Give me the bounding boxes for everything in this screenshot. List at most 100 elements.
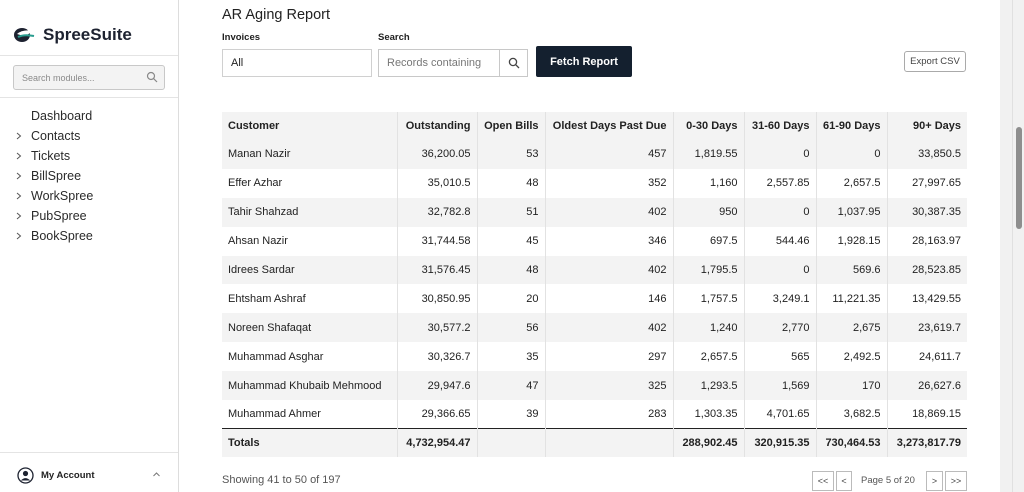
table-cell: 402: [545, 313, 674, 343]
sidebar: SpreeSuite Dashboard Contacts Tickets Bi…: [0, 0, 179, 492]
column-header[interactable]: Open Bills: [477, 112, 546, 140]
customer-cell: Idrees Sardar: [222, 255, 398, 285]
table-cell: 31,576.45: [397, 255, 478, 285]
table-cell: 51: [477, 197, 546, 227]
sidebar-item-workspree[interactable]: WorkSpree: [0, 186, 178, 206]
search-label: Search: [378, 32, 410, 43]
prev-page-button[interactable]: <: [836, 471, 852, 491]
table-cell: 32,782.8: [397, 197, 478, 227]
sidebar-item-bookspree[interactable]: BookSpree: [0, 226, 178, 246]
table-cell: 35: [477, 342, 546, 372]
column-header[interactable]: Oldest Days Past Due: [545, 112, 674, 140]
customer-cell: Noreen Shafaqat: [222, 313, 398, 343]
table-cell: 36,200.05: [397, 140, 478, 169]
table-cell: 0: [744, 197, 817, 227]
totals-cell: 730,464.53: [816, 428, 888, 457]
showing-count: Showing 41 to 50 of 197: [222, 474, 341, 486]
table-cell: 1,757.5: [673, 284, 745, 314]
table-row[interactable]: Effer Azhar 35,010.5 48 352 1,160 2,557.85 2,6…: [222, 168, 967, 198]
table-row[interactable]: Ahsan Nazir 31,744.58 45 346 697.5 544.46 1,92…: [222, 226, 967, 256]
fetch-report-button[interactable]: Fetch Report: [536, 46, 632, 77]
chevron-right-icon: [16, 132, 21, 140]
table-cell: 1,240: [673, 313, 745, 343]
table-cell: 24,611.7: [887, 342, 967, 372]
table-row[interactable]: Ehtsham Ashraf 30,850.95 20 146 1,757.5 3,249…: [222, 284, 967, 314]
table-cell: 30,577.2: [397, 313, 478, 343]
sidebar-item-pubspree[interactable]: PubSpree: [0, 206, 178, 226]
customer-cell: Muhammad Khubaib Mehmood: [222, 371, 398, 401]
customer-cell: Muhammad Ahmer: [222, 400, 398, 429]
page-title: AR Aging Report: [222, 7, 331, 23]
table-cell: 170: [816, 371, 888, 401]
chevron-right-icon: [16, 172, 21, 180]
table-row[interactable]: Muhammad Asghar 30,326.7 35 297 2,657.5 565 2,…: [222, 342, 967, 372]
table-cell: 402: [545, 197, 674, 227]
table-cell: 2,657.5: [816, 168, 888, 198]
module-search-input[interactable]: [14, 66, 134, 89]
table-cell: 30,850.95: [397, 284, 478, 314]
search-button[interactable]: [499, 50, 527, 76]
customer-cell: Ahsan Nazir: [222, 226, 398, 256]
sidebar-item-tickets[interactable]: Tickets: [0, 146, 178, 166]
table-cell: 346: [545, 226, 674, 256]
table-cell: 30,326.7: [397, 342, 478, 372]
table-row[interactable]: Noreen Shafaqat 30,577.2 56 402 1,240 2,770 2,…: [222, 313, 967, 343]
first-page-button[interactable]: <<: [812, 471, 834, 491]
scrollbar-thumb[interactable]: [1016, 127, 1022, 229]
column-header[interactable]: Outstanding: [397, 112, 478, 140]
last-page-button[interactable]: >>: [945, 471, 967, 491]
totals-cell: [477, 428, 546, 457]
table-cell: 30,387.35: [887, 197, 967, 227]
column-header[interactable]: Customer: [222, 112, 398, 140]
table-cell: 2,557.85: [744, 168, 817, 198]
table-cell: 48: [477, 255, 546, 285]
table-cell: 35,010.5: [397, 168, 478, 198]
export-csv-button[interactable]: Export CSV: [904, 51, 966, 72]
table-cell: 11,221.35: [816, 284, 888, 314]
column-header[interactable]: 31-60 Days: [744, 112, 817, 140]
records-search-input[interactable]: [379, 50, 499, 76]
table-cell: 402: [545, 255, 674, 285]
customer-cell: Manan Nazir: [222, 140, 398, 169]
table-row[interactable]: Muhammad Khubaib Mehmood 29,947.6 47 325 1,2…: [222, 371, 967, 401]
table-row[interactable]: Muhammad Ahmer 29,366.65 39 283 1,303.35 4,70…: [222, 400, 967, 429]
brand[interactable]: SpreeSuite: [13, 23, 132, 47]
table-row[interactable]: Tahir Shahzad 32,782.8 51 402 950 0 1,037.95 30…: [222, 197, 967, 227]
sidebar-item-dashboard[interactable]: Dashboard: [0, 106, 178, 126]
column-header[interactable]: 0-30 Days: [673, 112, 745, 140]
table-cell: 33,850.5: [887, 140, 967, 169]
table-cell: 2,675: [816, 313, 888, 343]
table-cell: 26,627.6: [887, 371, 967, 401]
table-cell: 1,928.15: [816, 226, 888, 256]
table-cell: 31,744.58: [397, 226, 478, 256]
table-cell: 27,997.65: [887, 168, 967, 198]
user-icon: [17, 466, 34, 484]
table-row[interactable]: Idrees Sardar 31,576.45 48 402 1,795.5 0 569.6…: [222, 255, 967, 285]
column-header[interactable]: 61-90 Days: [816, 112, 888, 140]
page-scrollbar[interactable]: [1012, 0, 1024, 492]
table-cell: 950: [673, 197, 745, 227]
column-header[interactable]: 90+ Days: [887, 112, 967, 140]
next-page-button[interactable]: >: [926, 471, 943, 491]
table-cell: 146: [545, 284, 674, 314]
sidebar-item-label: Dashboard: [31, 109, 93, 123]
divider: [0, 452, 178, 453]
table-cell: 544.46: [744, 226, 817, 256]
divider: [0, 97, 178, 98]
table-cell: 0: [816, 140, 888, 169]
table-cell: 697.5: [673, 226, 745, 256]
sidebar-item-billspree[interactable]: BillSpree: [0, 166, 178, 186]
table-row[interactable]: Manan Nazir 36,200.05 53 457 1,819.55 0 0 33,85…: [222, 140, 967, 169]
table-cell: 283: [545, 400, 674, 429]
search-icon[interactable]: [146, 71, 158, 83]
invoices-select[interactable]: All: [222, 49, 372, 77]
sidebar-item-label: Tickets: [31, 149, 71, 163]
sidebar-item-contacts[interactable]: Contacts: [0, 126, 178, 146]
table-cell: 48: [477, 168, 546, 198]
table-cell: 29,947.6: [397, 371, 478, 401]
table-cell: 1,795.5: [673, 255, 745, 285]
sidebar-item-label: Contacts: [31, 129, 81, 143]
my-account-button[interactable]: My Account: [17, 465, 167, 485]
table-cell: 28,163.97: [887, 226, 967, 256]
table-cell: 29,366.65: [397, 400, 478, 429]
